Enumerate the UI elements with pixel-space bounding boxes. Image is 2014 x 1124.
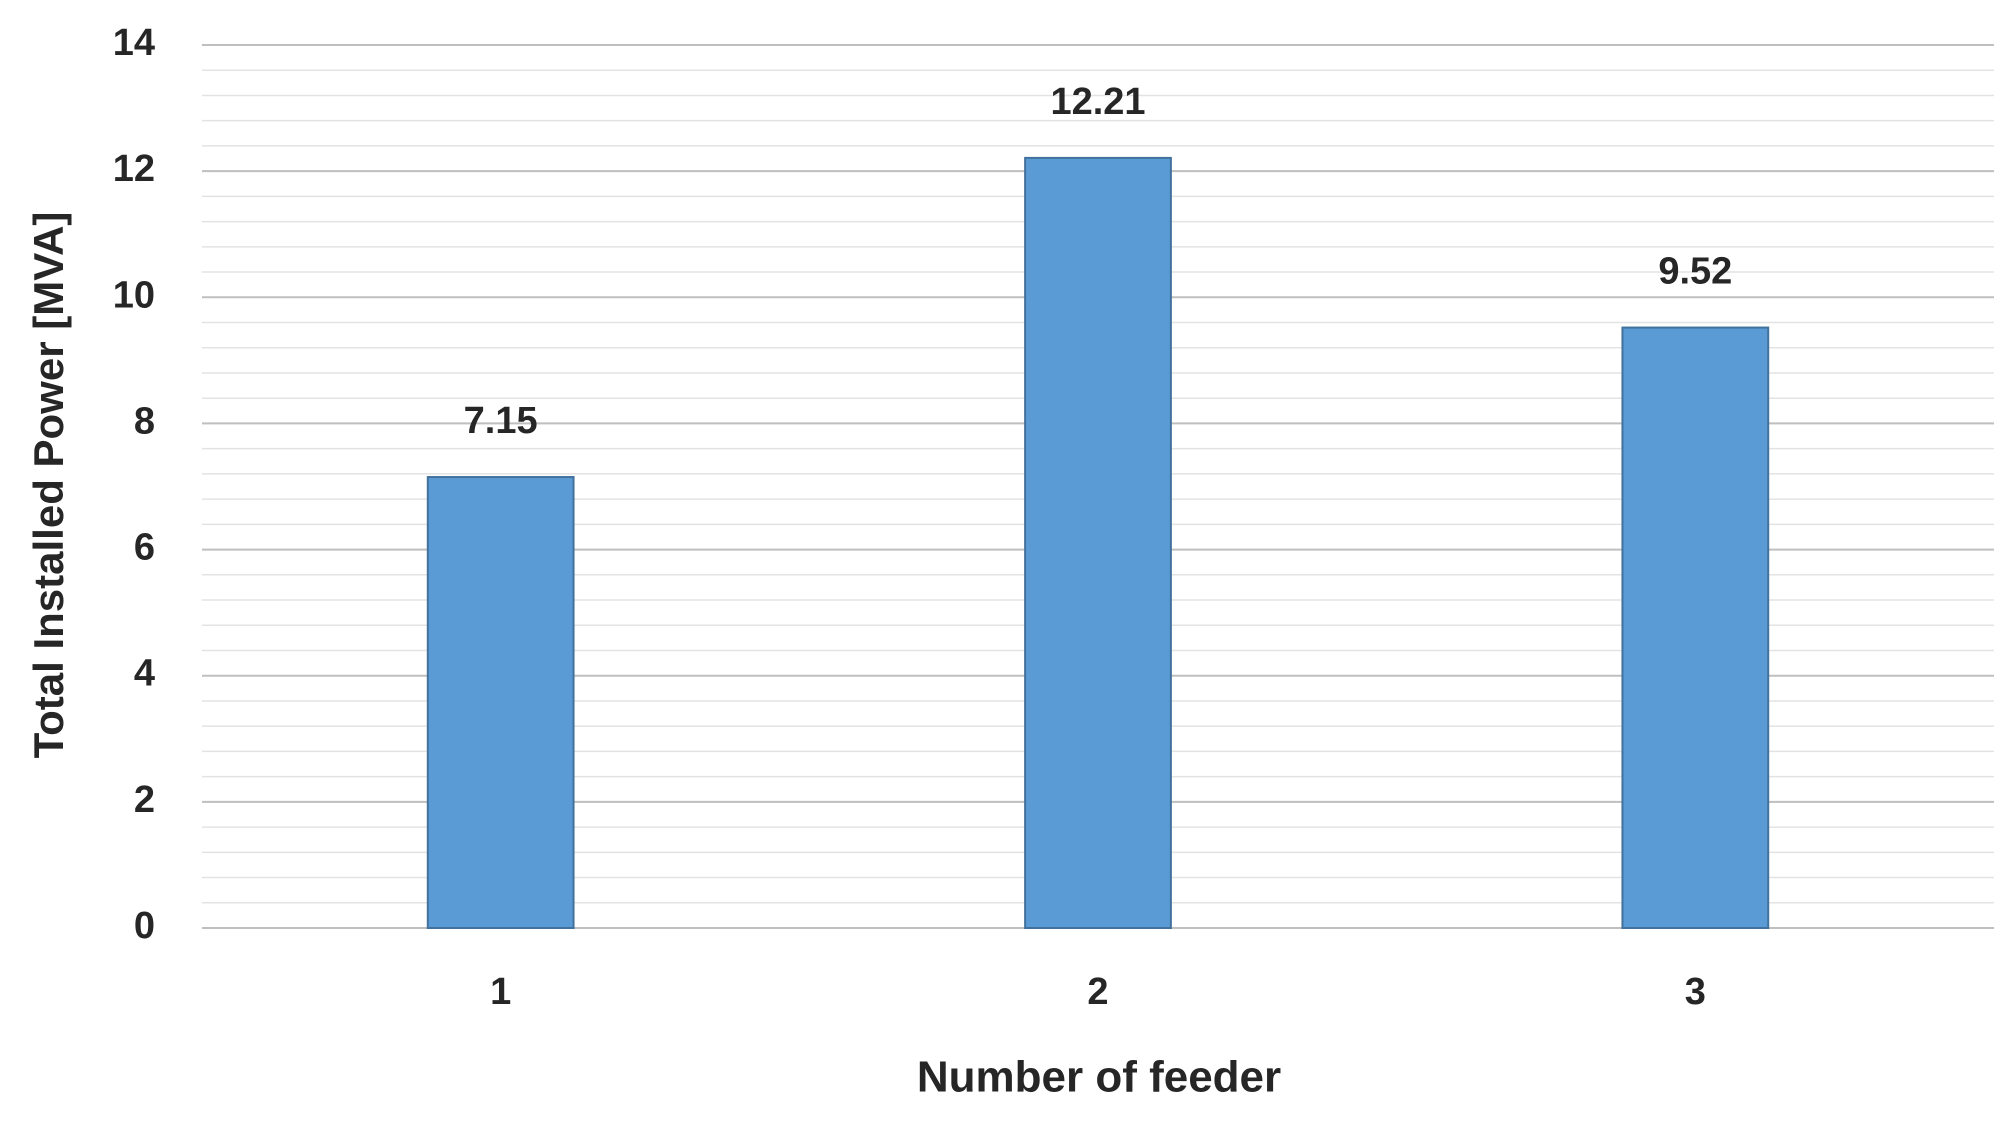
y-tick-label: 0 bbox=[134, 905, 155, 947]
bar bbox=[426, 476, 575, 929]
y-tick-label: 2 bbox=[134, 779, 155, 821]
y-tick-label: 12 bbox=[113, 148, 155, 190]
x-tick-label: 2 bbox=[1087, 971, 1108, 1013]
y-axis-title: Total Installed Power [MVA] bbox=[25, 212, 72, 759]
y-tick-label: 4 bbox=[134, 653, 155, 695]
data-label: 12.21 bbox=[1050, 81, 1145, 123]
x-tick-label: 3 bbox=[1685, 971, 1706, 1013]
bar bbox=[1024, 156, 1172, 930]
y-tick-label: 14 bbox=[113, 22, 155, 64]
x-axis-title: Number of feeder bbox=[917, 1053, 1281, 1102]
bar bbox=[1621, 326, 1770, 929]
data-label: 9.52 bbox=[1658, 251, 1732, 293]
data-label: 7.15 bbox=[464, 400, 538, 442]
y-tick-label: 8 bbox=[134, 400, 155, 442]
y-tick-label: 10 bbox=[113, 274, 155, 316]
x-tick-label: 1 bbox=[490, 971, 511, 1013]
y-tick-label: 6 bbox=[134, 527, 155, 569]
